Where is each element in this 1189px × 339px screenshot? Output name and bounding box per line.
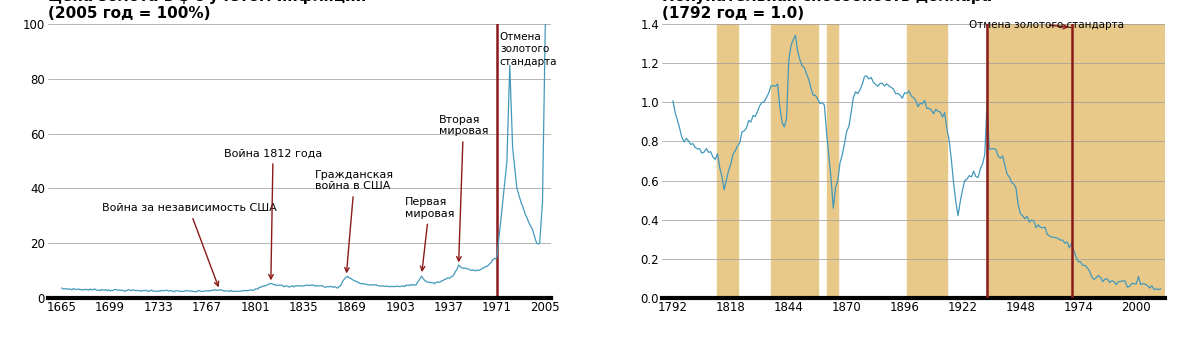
Text: Гражданская
война в США: Гражданская война в США — [315, 170, 394, 272]
Text: Отмена
золотого
стандарта: Отмена золотого стандарта — [499, 32, 558, 67]
Text: Отмена золотого стандарта: Отмена золотого стандарта — [969, 20, 1124, 30]
Text: Первая
мировая: Первая мировая — [404, 197, 454, 271]
Text: Война 1812 года: Война 1812 года — [224, 148, 322, 279]
Bar — [770, 24, 818, 298]
Bar — [717, 24, 737, 298]
Bar — [987, 24, 1165, 298]
Text: Вторая
мировая: Вторая мировая — [439, 115, 489, 261]
Text: Война за независимость США: Война за независимость США — [101, 203, 276, 286]
Bar — [907, 24, 946, 298]
Text: Цена золота в $ с учетом инфляции
(2005 год = 100%): Цена золота в $ с учетом инфляции (2005 … — [48, 0, 366, 21]
Bar — [826, 24, 838, 298]
Text: Покупательная способность доллара
(1792 год = 1.0): Покупательная способность доллара (1792 … — [662, 0, 992, 21]
